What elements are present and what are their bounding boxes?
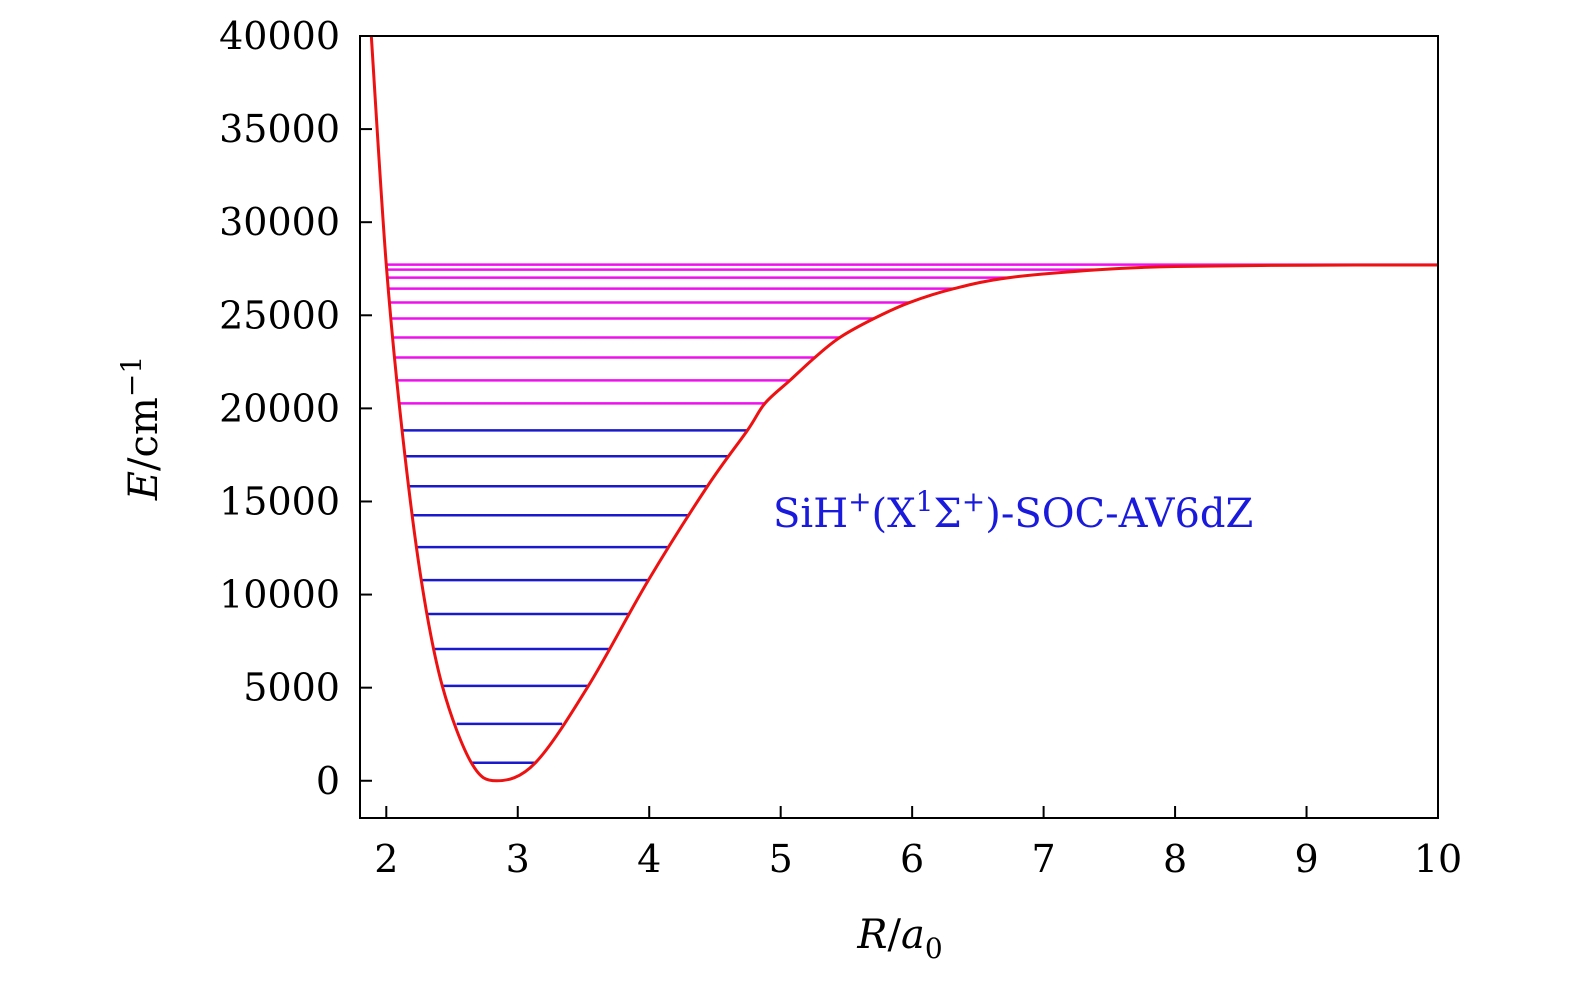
x-tick-label: 8 (1163, 837, 1187, 881)
axis-ticks: 2 3 4 5 6 7 8 9 10 0 5000 10000 15000 20000 25000 30000… (219, 14, 1462, 881)
plot-frame (359, 35, 1439, 819)
x-axis-label: R/a0 (856, 912, 942, 965)
x-tick-label: 10 (1414, 837, 1462, 881)
y-tick-label: 25000 (219, 293, 340, 337)
y-tick-label: 35000 (219, 107, 340, 151)
y-tick-label: 40000 (219, 14, 340, 58)
y-tick-label: 15000 (219, 479, 340, 523)
y-tick-label: 5000 (243, 666, 340, 710)
x-tick-label: 6 (900, 837, 924, 881)
y-tick-label: 10000 (219, 573, 340, 617)
x-tick-label: 9 (1294, 837, 1318, 881)
y-tick-label: 20000 (219, 386, 340, 430)
x-tick-label: 2 (374, 837, 398, 881)
x-tick-label: 3 (506, 837, 530, 881)
vibrational-levels (386, 263, 1438, 765)
potential-curve (369, 35, 1439, 783)
x-tick-label: 4 (637, 837, 661, 881)
y-tick-label: 30000 (219, 200, 340, 244)
y-tick-label: 0 (316, 759, 340, 803)
x-tick-label: 5 (769, 837, 793, 881)
state-annotation: SiH+(X1Σ+)-SOC-AV6dZ (773, 485, 1253, 537)
x-tick-label: 7 (1032, 837, 1056, 881)
y-axis-label: E/cm−1 (115, 356, 167, 501)
